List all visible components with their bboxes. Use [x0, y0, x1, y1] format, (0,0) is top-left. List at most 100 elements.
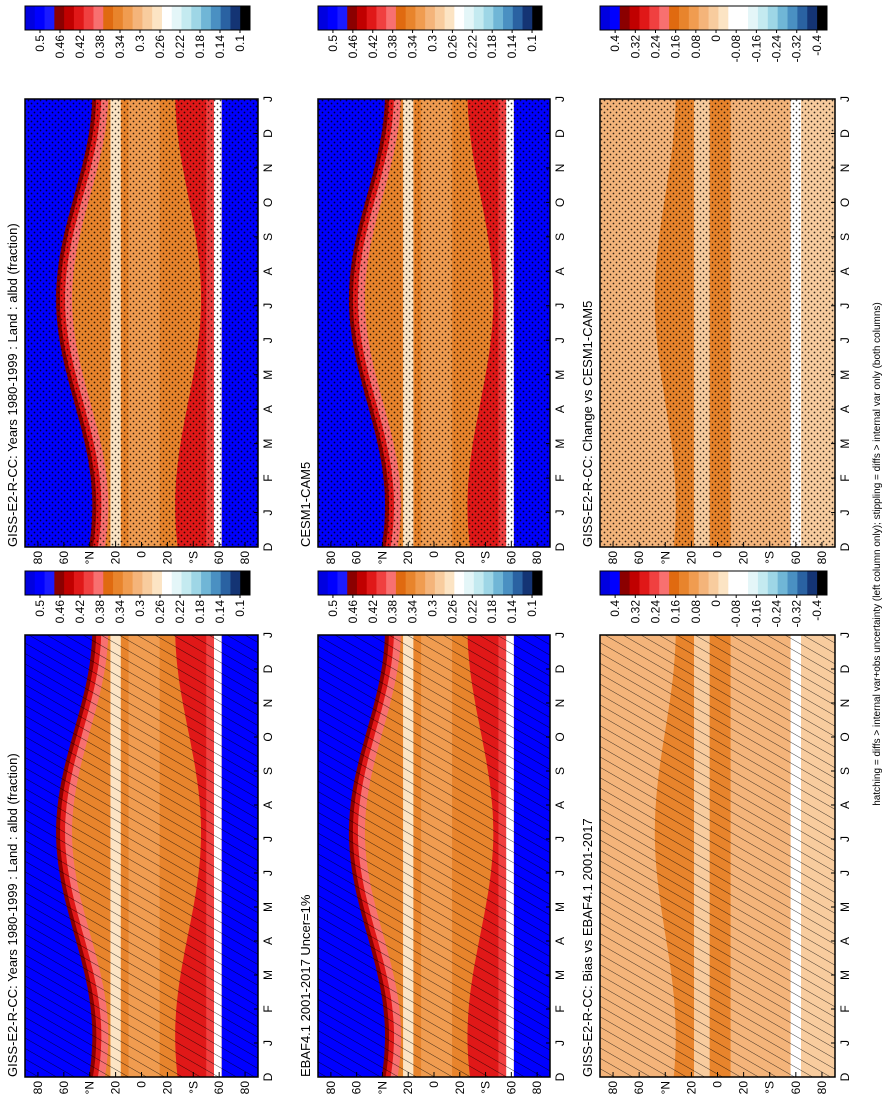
x-tick-label: N: [553, 164, 567, 173]
x-tick-label: J: [553, 337, 567, 343]
colorbar-block: [152, 571, 163, 595]
colorbar-label: 0.5: [33, 35, 47, 52]
colorbar-block: [532, 6, 543, 30]
colorbar-block: [629, 6, 640, 30]
colorbar-block: [649, 571, 660, 595]
colorbar-block: [161, 571, 173, 595]
x-tick-label: D: [838, 129, 852, 138]
colorbar-block: [454, 571, 465, 595]
x-tick-label: J: [261, 1040, 275, 1046]
y-tick-label: 60: [350, 1081, 364, 1095]
colorbar-block: [210, 6, 222, 30]
colorbar-block: [738, 6, 749, 30]
colorbar-block: [787, 6, 798, 30]
colorbar-block: [230, 571, 241, 595]
x-tick-label: F: [261, 1005, 275, 1012]
colorbar-block: [93, 6, 104, 30]
colorbar-block: [44, 6, 55, 30]
colorbar-block: [171, 6, 183, 30]
footnote: hatching = diffs > internal var+obs unce…: [872, 302, 883, 806]
y-tick-label: 20: [109, 551, 123, 565]
x-tick-label: D: [261, 542, 275, 551]
colorbar-block: [395, 6, 407, 30]
colorbar-label: 0.18: [193, 35, 207, 59]
x-tick-label: N: [261, 699, 275, 708]
x-tick-label: F: [261, 474, 275, 481]
colorbar-block: [142, 6, 153, 30]
y-tick-label: 60: [57, 1081, 71, 1095]
colorbar-block: [83, 6, 94, 30]
colorbar-block: [201, 6, 212, 30]
y-tick-label: °N: [658, 1081, 672, 1094]
x-tick-label: D: [553, 542, 567, 551]
colorbar-block: [639, 6, 650, 30]
x-tick-label: S: [261, 767, 275, 775]
y-tick-label: 20: [160, 1081, 174, 1095]
colorbar-block: [483, 6, 494, 30]
y-tick-label: °N: [375, 1081, 389, 1094]
colorbar-frame: [599, 5, 828, 31]
colorbar-block: [337, 571, 348, 595]
colorbar-block: [493, 571, 504, 595]
x-tick-label: J: [261, 836, 275, 842]
x-tick-label: A: [838, 801, 852, 809]
colorbar-block: [718, 6, 729, 30]
colorbar-block: [327, 6, 338, 30]
y-tick-label: 80: [530, 1081, 544, 1095]
stippling: [25, 635, 258, 1077]
colorbar-block: [25, 6, 36, 30]
colorbar-block: [493, 6, 504, 30]
colorbar-block: [619, 6, 631, 30]
x-tick-label: J: [261, 632, 275, 638]
colorbar-label: 0.38: [386, 35, 400, 59]
colorbar-block: [473, 571, 485, 595]
x-tick-label: M: [261, 902, 275, 912]
colorbar-block: [415, 571, 426, 595]
colorbar-block: [748, 571, 759, 595]
colorbar-block: [757, 6, 769, 30]
colorbar-label: 0.1: [525, 600, 539, 617]
colorbar-block: [405, 6, 416, 30]
colorbar-block: [191, 571, 202, 595]
x-tick-label: A: [838, 267, 852, 275]
y-tick-label: 20: [401, 551, 415, 565]
x-tick-label: A: [553, 937, 567, 945]
x-tick-label: M: [553, 370, 567, 380]
panel-title: GISS-E2-R-CC: Years 1980-1999 : Land : a…: [5, 223, 20, 547]
colorbar-block: [708, 571, 719, 595]
x-tick-label: J: [553, 96, 567, 102]
colorbar-label: 0: [709, 35, 723, 42]
colorbar-label: 0.16: [669, 35, 683, 59]
x-tick-label: J: [553, 836, 567, 842]
y-tick-label: 60: [632, 551, 646, 565]
colorbar-label: 0.22: [465, 600, 479, 624]
colorbar-block: [678, 571, 690, 595]
colorbar-block: [240, 6, 251, 30]
colorbar-label: 0.1: [525, 35, 539, 52]
y-tick-label: 60: [789, 551, 803, 565]
y-tick-label: 20: [737, 551, 751, 565]
colorbar-block: [54, 6, 65, 30]
colorbar-block: [464, 571, 475, 595]
x-tick-label: M: [553, 970, 567, 980]
colorbar-label: 0.14: [213, 35, 227, 59]
y-tick-label: 80: [324, 551, 338, 565]
colorbar-label: 0.3: [133, 600, 147, 617]
x-tick-label: J: [261, 337, 275, 343]
colorbar-block: [44, 571, 55, 595]
colorbar-block: [113, 6, 124, 30]
colorbar-block: [337, 6, 348, 30]
stippling: [318, 99, 550, 547]
colorbar-block: [659, 6, 670, 30]
colorbar-block: [669, 571, 680, 595]
colorbar-block: [356, 6, 368, 30]
x-tick-label: D: [553, 664, 567, 673]
colorbar-label: 0.5: [33, 600, 47, 617]
colorbar-label: 0.34: [113, 600, 127, 624]
y-tick-label: °S: [186, 1081, 200, 1094]
y-tick-label: 20: [453, 1081, 467, 1095]
field: [600, 635, 835, 1077]
colorbar-label: 0.4: [608, 35, 622, 52]
x-tick-label: S: [838, 233, 852, 241]
x-tick-label: J: [838, 337, 852, 343]
